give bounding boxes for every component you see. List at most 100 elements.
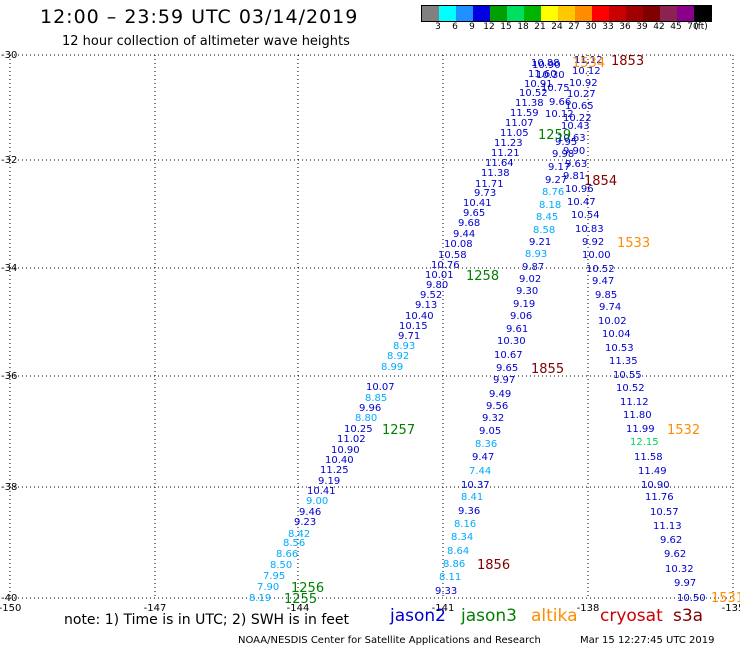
colorbar-swatch	[609, 6, 626, 21]
wave-height-label: 9.17	[548, 162, 570, 173]
longitude-tick-label: -141	[432, 603, 455, 614]
wave-height-label: 11.58	[634, 452, 663, 463]
wave-height-label: 9.02	[519, 274, 541, 285]
wave-height-label: 9.33	[435, 586, 457, 597]
wave-height-label: 8.93	[393, 341, 415, 352]
wave-height-label: 10.67	[494, 350, 523, 361]
colorbar-label: (ft)	[694, 22, 708, 32]
wave-height-label: 10.08	[444, 239, 473, 250]
wave-height-label: 9.95	[555, 137, 577, 148]
wave-height-label: 9.61	[506, 324, 528, 335]
latitude-tick-label: -30	[1, 50, 17, 61]
wave-height-label: 9.92	[582, 237, 604, 248]
wave-height-label: 11.99	[626, 424, 655, 435]
colorbar-swatch	[660, 6, 677, 21]
wave-height-label: 10.43	[561, 121, 590, 132]
wave-height-label: 10.37	[461, 480, 490, 491]
wave-height-label: 7.44	[469, 466, 491, 477]
wave-height-label: 9.62	[660, 535, 682, 546]
colorbar-label: 21	[534, 22, 546, 32]
wave-height-label: 11.02	[337, 434, 366, 445]
pass-time-label: 1534	[572, 56, 605, 71]
pass-time-label: 1255	[284, 592, 317, 607]
longitude-tick-label: -147	[144, 603, 167, 614]
colorbar-label: 3	[435, 22, 441, 32]
wave-height-label: 9.63	[565, 159, 587, 170]
wave-height-label: 10.12	[545, 109, 574, 120]
colorbar-label: 39	[636, 22, 648, 32]
wave-height-label: 9.23	[294, 517, 316, 528]
colorbar-label: 12	[483, 22, 495, 32]
wave-height-label: 10.58	[438, 250, 467, 261]
wave-height-label: 10.92	[569, 78, 598, 89]
wave-height-label: 9.47	[592, 276, 614, 287]
wave-height-label: 11.13	[653, 521, 682, 532]
pass-time-label: 1257	[382, 423, 415, 438]
wave-height-label: 11.49	[638, 466, 667, 477]
wave-height-label: 8.93	[525, 249, 547, 260]
colorbar-swatch	[575, 6, 592, 21]
wave-height-label: 9.80	[426, 280, 448, 291]
wave-height-label: 9.65	[496, 363, 518, 374]
wave-height-label: 10.32	[665, 564, 694, 575]
wave-height-label: 10.57	[650, 507, 679, 518]
wave-height-label: 10.90	[331, 445, 360, 456]
wave-height-label: 9.74	[599, 302, 621, 313]
wave-height-label: 11.60	[528, 69, 557, 80]
wave-height-label: 9.30	[516, 286, 538, 297]
latitude-tick-label: -36	[1, 371, 17, 382]
wave-height-label: 7.90	[257, 582, 279, 593]
wave-height-label: 10.25	[344, 424, 373, 435]
colorbar-label: 18	[517, 22, 529, 32]
wave-height-label: 10.40	[325, 455, 354, 466]
wave-height-label: 11.21	[491, 148, 520, 159]
wave-height-label: 8.58	[533, 225, 555, 236]
wave-height-label: 10.65	[565, 101, 594, 112]
wave-height-label: 10.76	[431, 260, 460, 271]
wave-height-label: 9.49	[489, 389, 511, 400]
wave-height-label: 10.27	[567, 89, 596, 100]
colorbar-label: 6	[452, 22, 458, 32]
longitude-tick-label: -138	[577, 603, 600, 614]
colorbar-swatch	[592, 6, 609, 21]
colorbar-label: 45	[670, 22, 682, 32]
colorbar-swatch	[626, 6, 643, 21]
colorbar-label: 36	[619, 22, 631, 32]
colorbar-swatch	[422, 6, 439, 21]
wave-height-label: 10.55	[613, 370, 642, 381]
colorbar-swatch	[524, 6, 541, 21]
wave-height-label: 9.90	[563, 146, 585, 157]
map-subtitle: 12 hour collection of altimeter wave hei…	[62, 34, 350, 49]
wave-height-label: 11.71	[475, 179, 504, 190]
wave-height-label: 9.00	[306, 496, 328, 507]
pass-time-label: 1856	[477, 558, 510, 573]
legend-jason2: jason2	[390, 606, 446, 626]
wave-height-label: 9.05	[479, 426, 501, 437]
wave-height-label: 9.96	[359, 403, 381, 414]
colorbar-label: 15	[500, 22, 512, 32]
colorbar-label: 9	[469, 22, 475, 32]
colorbar-label: 70	[687, 22, 699, 32]
wave-height-label: 10.01	[425, 270, 454, 281]
colorbar-label: 27	[568, 22, 580, 32]
wave-height-label: 11.12	[574, 55, 603, 66]
wave-height-label: 8.76	[542, 187, 564, 198]
wave-height-label: 8.41	[461, 492, 483, 503]
longitude-tick-label: -144	[287, 603, 310, 614]
wave-height-label: 10.30	[497, 336, 526, 347]
colorbar-swatch	[490, 6, 507, 21]
legend-s3a: s3a	[673, 606, 704, 626]
map-title: 12:00 – 23:59 UTC 03/14/2019	[40, 6, 359, 28]
wave-height-label: 8.45	[536, 212, 558, 223]
wave-height-label: 10.15	[399, 321, 428, 332]
wave-height-label: 9.62	[664, 549, 686, 560]
footnote: note: 1) Time is in UTC; 2) SWH is in fe…	[64, 612, 350, 628]
wave-height-label: 9.56	[486, 401, 508, 412]
wave-height-label: 10.54	[571, 210, 600, 221]
colorbar-swatch	[473, 6, 490, 21]
wave-height-label: 8.36	[475, 439, 497, 450]
wave-height-label: 10.90	[532, 60, 561, 71]
wave-height-label: 11.35	[609, 356, 638, 367]
pass-time-label: 1532	[667, 423, 700, 438]
